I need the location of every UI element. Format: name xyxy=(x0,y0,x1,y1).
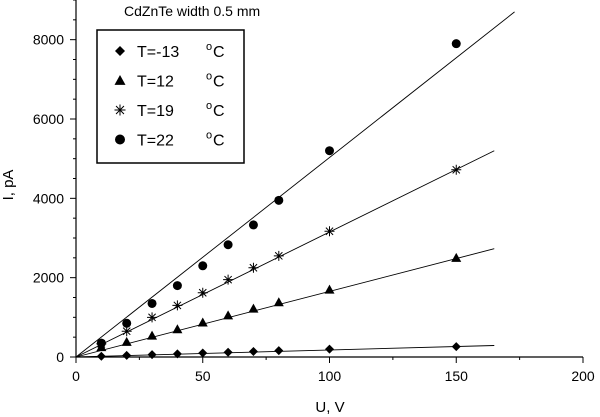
data-marks xyxy=(96,39,462,361)
y-tick-label: 0 xyxy=(56,349,64,365)
data-point-triangle xyxy=(248,303,259,313)
legend-degree: o xyxy=(206,41,212,53)
data-point-diamond xyxy=(198,348,208,358)
x-tick-label: 200 xyxy=(571,368,595,384)
data-point-star xyxy=(451,164,462,175)
data-point-circle xyxy=(274,195,284,205)
data-point-diamond xyxy=(147,350,157,360)
data-point-triangle xyxy=(172,324,183,334)
legend-degree: o xyxy=(206,100,212,112)
x-tick-label: 100 xyxy=(318,368,342,384)
legend-degree: o xyxy=(206,130,212,142)
data-point-triangle xyxy=(324,284,335,294)
y-axis-title: I, pA xyxy=(0,170,17,201)
legend-label: T=22 xyxy=(137,133,174,150)
data-point-diamond xyxy=(248,346,258,356)
data-point-star xyxy=(147,312,158,323)
fit-line xyxy=(75,248,495,358)
data-point-circle xyxy=(451,39,461,49)
data-point-circle xyxy=(96,338,106,348)
legend-unit: C xyxy=(213,44,225,61)
data-point-circle xyxy=(172,281,182,291)
y-tick-label: 8000 xyxy=(33,32,64,48)
data-point-triangle xyxy=(121,336,132,346)
data-point-circle xyxy=(122,318,132,328)
data-point-star xyxy=(121,326,132,337)
data-point-diamond xyxy=(172,349,182,359)
legend-marker-circle xyxy=(115,134,125,145)
fit-line xyxy=(75,11,515,358)
x-tick-label: 150 xyxy=(445,368,469,384)
y-tick-label: 4000 xyxy=(33,190,64,206)
data-point-circle xyxy=(325,146,334,156)
data-point-diamond xyxy=(325,344,334,354)
legend-label: T=-13 xyxy=(137,44,179,61)
data-point-triangle xyxy=(147,330,158,340)
x-axis-title: U, V xyxy=(315,399,344,416)
data-point-triangle xyxy=(197,317,208,327)
data-point-star xyxy=(248,262,259,273)
fit-lines xyxy=(75,11,515,358)
x-tick-label: 50 xyxy=(195,368,211,384)
legend-marker-diamond xyxy=(115,46,125,56)
data-point-star xyxy=(197,287,208,298)
legend: T=-13 o CT=12 o CT=19 o CT=22 o C xyxy=(96,29,245,164)
data-point-triangle xyxy=(273,297,284,307)
data-point-triangle xyxy=(451,252,462,262)
data-point-diamond xyxy=(223,347,233,357)
y-tick-label: 2000 xyxy=(33,270,64,286)
data-point-star xyxy=(324,226,335,237)
legend-unit: C xyxy=(213,103,225,120)
data-point-circle xyxy=(147,298,157,308)
data-point-circle xyxy=(198,261,208,271)
data-point-circle xyxy=(248,220,258,230)
x-tick-label: 0 xyxy=(72,368,80,384)
data-point-star xyxy=(273,250,284,261)
data-point-star xyxy=(172,300,183,311)
data-point-circle xyxy=(223,240,233,250)
data-point-diamond xyxy=(274,346,284,356)
legend-unit: C xyxy=(213,74,225,91)
data-point-star xyxy=(223,274,234,285)
legend-marker-triangle xyxy=(114,75,126,85)
legend-marker-star xyxy=(114,104,126,116)
fit-line xyxy=(75,150,495,358)
legend-label: T=12 xyxy=(137,74,174,91)
data-point-diamond xyxy=(96,351,106,361)
legend-label: T=19 xyxy=(137,103,174,120)
fit-line xyxy=(75,345,495,358)
legend-degree: o xyxy=(206,71,212,83)
y-tick-label: 6000 xyxy=(33,111,64,127)
data-point-triangle xyxy=(223,310,234,320)
data-point-diamond xyxy=(122,350,132,360)
legend-unit: C xyxy=(213,133,225,150)
data-point-diamond xyxy=(451,342,461,352)
chart-title: CdZnTe width 0.5 mm xyxy=(124,3,260,19)
